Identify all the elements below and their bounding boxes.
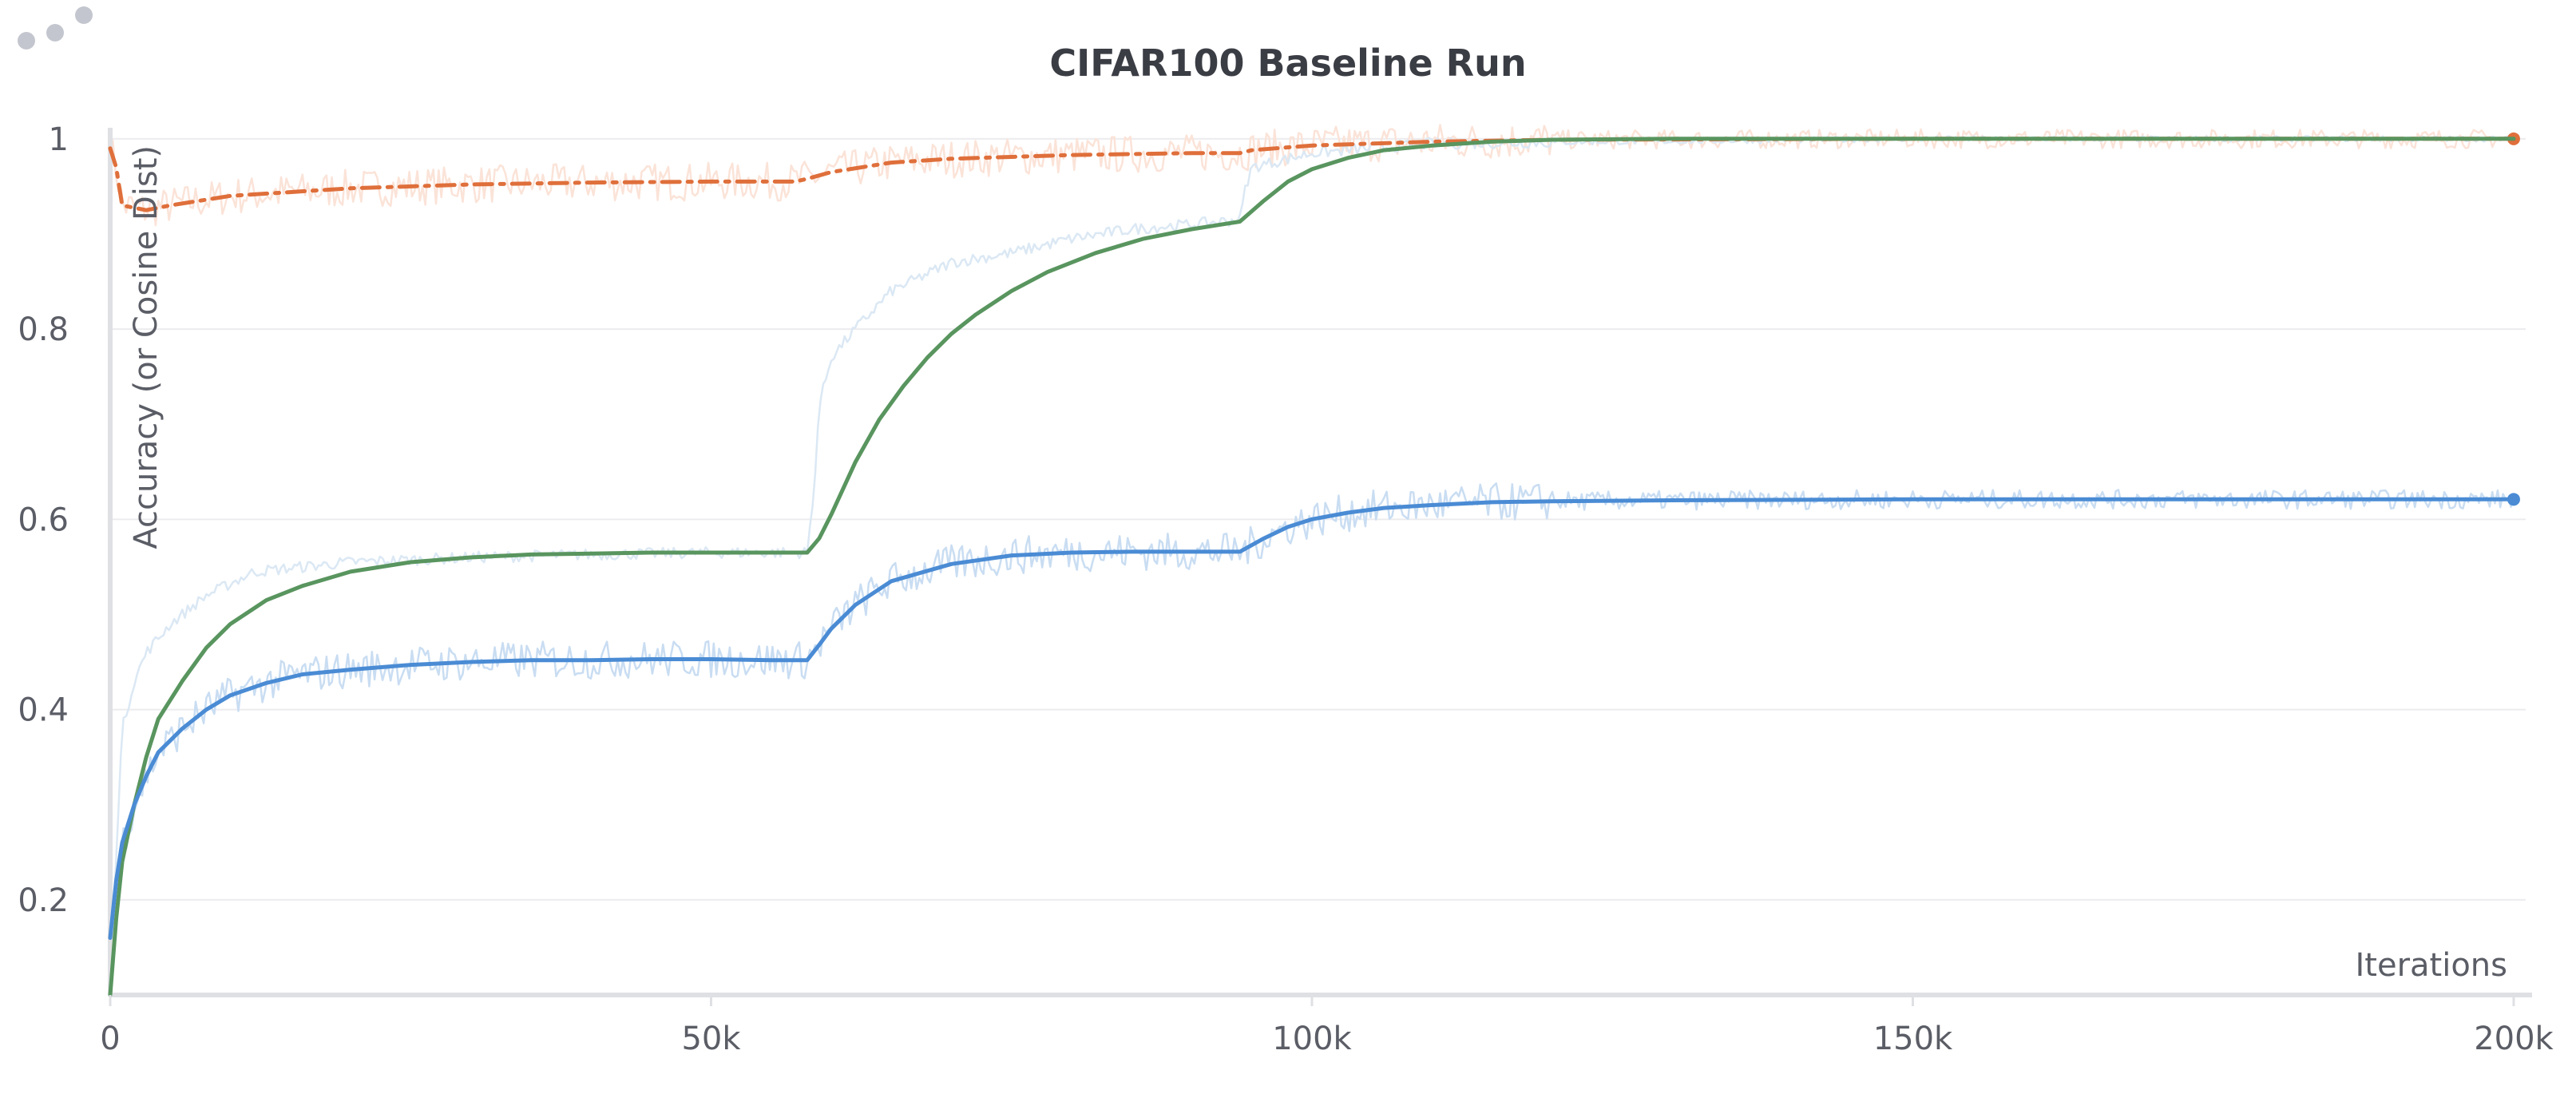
series-line — [108, 497, 2516, 940]
series-line — [108, 137, 2516, 997]
y-tick-label: 0.4 — [18, 692, 69, 729]
y-tick-label: 0.8 — [18, 311, 69, 348]
chart-title: CIFAR100 Baseline Run — [1049, 42, 1527, 85]
raw-series-line — [109, 482, 2515, 934]
y-tick-label: 0.6 — [18, 501, 69, 538]
x-axis-label: Iterations — [2355, 947, 2507, 984]
tick-label-layer: 0.2 0.4 0.6 0.8 1 0 50k 100k 150k 200k — [18, 121, 2554, 1057]
drag-dots-icon[interactable] — [18, 6, 97, 54]
y-tick-label: 1 — [49, 121, 69, 158]
x-tick-label: 200k — [2474, 1021, 2554, 1057]
series-end-point — [2507, 493, 2520, 506]
series-line — [108, 137, 2516, 212]
raw-series-layer — [109, 124, 2515, 978]
x-tick-label: 50k — [681, 1021, 741, 1057]
y-axis-label: Accuracy (or Cosine Dist) — [128, 145, 164, 549]
y-tick-label: 0.2 — [18, 882, 69, 919]
series-layer — [108, 132, 2520, 997]
x-tick-label: 100k — [1272, 1021, 1352, 1057]
x-tick-label: 0 — [100, 1021, 120, 1057]
x-tick-label: 150k — [1873, 1021, 1953, 1057]
axis-layer — [108, 128, 2532, 997]
